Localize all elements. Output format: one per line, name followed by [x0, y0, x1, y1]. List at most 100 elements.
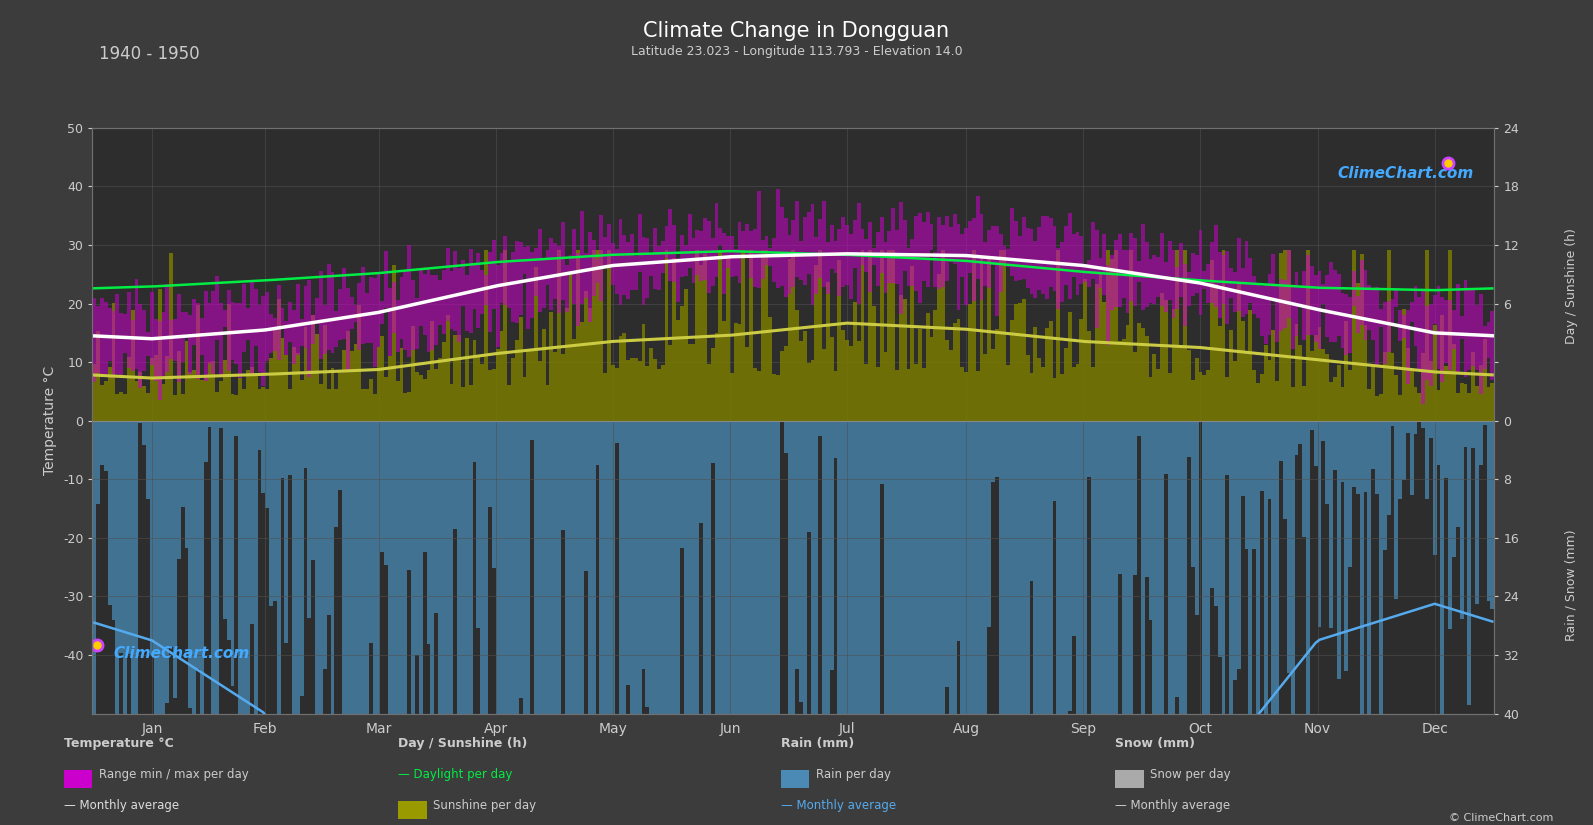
Text: Day / Sunshine (h): Day / Sunshine (h) — [1564, 228, 1577, 344]
Bar — [566, 265, 569, 312]
Bar — [585, 421, 588, 571]
Bar — [1094, 230, 1099, 328]
Bar — [523, 247, 526, 275]
Bar — [1287, 250, 1290, 318]
Bar — [773, 421, 776, 714]
Bar — [258, 421, 261, 450]
Bar — [806, 213, 811, 274]
Bar — [400, 347, 403, 421]
Bar — [1279, 252, 1282, 421]
Bar — [1080, 319, 1083, 421]
Bar — [1217, 326, 1222, 421]
Bar — [288, 421, 292, 474]
Bar — [1491, 421, 1494, 609]
Bar — [814, 421, 819, 714]
Bar — [422, 274, 427, 335]
Bar — [890, 208, 895, 283]
Bar — [376, 421, 381, 714]
Bar — [1356, 421, 1360, 493]
Bar — [999, 234, 1002, 292]
Bar — [999, 421, 1002, 714]
Bar — [696, 250, 699, 421]
Bar — [188, 421, 193, 708]
Bar — [1195, 358, 1198, 421]
Bar — [1171, 250, 1176, 318]
Bar — [906, 421, 911, 714]
Bar — [1464, 421, 1467, 447]
Bar — [937, 421, 941, 714]
Bar — [741, 421, 746, 714]
Bar — [569, 255, 572, 272]
Bar — [1483, 339, 1486, 421]
Bar — [542, 329, 545, 421]
Bar — [515, 421, 519, 714]
Bar — [185, 313, 188, 334]
Bar — [746, 421, 749, 714]
Bar — [1386, 421, 1391, 516]
Bar — [715, 203, 718, 277]
Bar — [1048, 321, 1053, 421]
Bar — [1171, 421, 1176, 714]
Bar — [96, 331, 100, 421]
Bar — [193, 421, 196, 714]
Bar — [1329, 382, 1333, 421]
Bar — [918, 421, 922, 714]
Bar — [1348, 421, 1352, 567]
Bar — [722, 233, 726, 294]
Bar — [1021, 217, 1026, 279]
Bar — [269, 421, 272, 606]
Bar — [688, 421, 691, 714]
Bar — [1432, 421, 1437, 555]
Bar — [1067, 312, 1072, 421]
Bar — [1045, 216, 1048, 299]
Bar — [446, 315, 449, 421]
Bar — [1271, 254, 1276, 300]
Bar — [787, 259, 792, 421]
Bar — [411, 326, 416, 421]
Bar — [1459, 421, 1464, 619]
Bar — [645, 238, 650, 298]
Bar — [898, 421, 903, 714]
Bar — [1478, 421, 1483, 464]
Bar — [784, 346, 787, 421]
Bar — [177, 421, 180, 559]
Bar — [142, 421, 147, 446]
Bar — [1295, 421, 1298, 455]
Bar — [703, 218, 707, 280]
Bar — [1263, 346, 1268, 421]
Bar — [1301, 386, 1306, 421]
Bar — [220, 421, 223, 428]
Bar — [675, 258, 680, 302]
Bar — [530, 252, 534, 318]
Bar — [1364, 421, 1367, 492]
Bar — [623, 235, 626, 295]
Bar — [1399, 310, 1402, 342]
Bar — [1317, 271, 1322, 350]
Bar — [226, 421, 231, 639]
Bar — [1445, 300, 1448, 363]
Bar — [550, 238, 553, 310]
Bar — [860, 421, 865, 714]
Bar — [449, 421, 454, 714]
Bar — [1007, 421, 1010, 714]
Bar — [1192, 380, 1195, 421]
Bar — [1133, 421, 1137, 574]
Bar — [1445, 365, 1448, 421]
Bar — [342, 268, 346, 338]
Bar — [135, 380, 139, 421]
Bar — [269, 314, 272, 353]
Bar — [852, 220, 857, 267]
Bar — [806, 363, 811, 421]
Bar — [188, 372, 193, 421]
Bar — [174, 421, 177, 699]
Bar — [258, 304, 261, 371]
Bar — [272, 318, 277, 351]
Bar — [550, 313, 553, 421]
Bar — [903, 220, 906, 271]
Bar — [1034, 328, 1037, 421]
Bar — [1102, 233, 1106, 295]
Bar — [204, 421, 207, 462]
Bar — [977, 371, 980, 421]
Bar — [664, 421, 669, 714]
Bar — [865, 421, 868, 714]
